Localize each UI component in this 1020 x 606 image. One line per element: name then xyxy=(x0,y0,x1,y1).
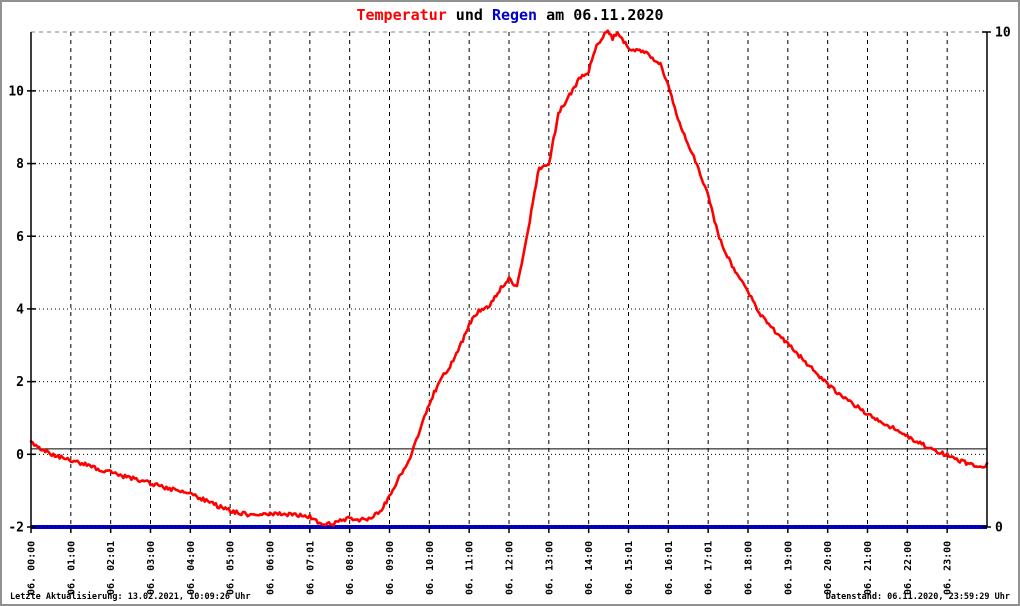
x-axis-label: 06. 03:00 xyxy=(146,541,157,595)
x-axis-label: 06. 16:01 xyxy=(664,541,675,595)
data-state-text: Datenstand: 06.11.2020, 23:59:29 Uhr xyxy=(825,592,1010,602)
x-axis-label: 06. 01:00 xyxy=(66,541,77,595)
y-axis-label: 2 xyxy=(16,375,24,390)
x-axis-label: 06. 14:00 xyxy=(584,541,595,595)
y-axis-label: 6 xyxy=(16,230,24,245)
x-axis-label: 06. 13:00 xyxy=(544,541,555,595)
x-axis-label: 06. 17:01 xyxy=(704,541,715,595)
y-axis-label: 0 xyxy=(16,448,24,463)
x-axis-label: 06. 15:01 xyxy=(624,541,635,595)
x-axis-label: 06. 10:00 xyxy=(425,541,436,595)
y-axis-label: 4 xyxy=(16,302,24,317)
x-axis-label: 06. 23:00 xyxy=(943,541,954,595)
x-axis-label: 06. 18:00 xyxy=(744,541,755,595)
x-axis-label: 06. 07:01 xyxy=(305,541,316,595)
x-axis-label: 06. 04:00 xyxy=(186,541,197,595)
x-axis-label: 06. 05:00 xyxy=(226,541,237,595)
x-axis-label: 06. 06:00 xyxy=(266,541,277,595)
x-axis-label: 06. 11:00 xyxy=(465,541,476,595)
x-axis-label: 06. 20:00 xyxy=(823,541,834,595)
x-axis-label: 06. 22:00 xyxy=(903,541,914,595)
x-axis-label: 06. 21:00 xyxy=(863,541,874,595)
x-axis-label: 06. 12:00 xyxy=(505,541,516,595)
y2-axis-label: 0 xyxy=(995,521,1003,536)
x-axis-label: 06. 09:00 xyxy=(385,541,396,595)
last-update-text: Letzte Aktualisierung: 13.02.2021, 10:09… xyxy=(10,592,251,602)
x-axis-label: 06. 08:00 xyxy=(345,541,356,595)
y-axis-label: 10 xyxy=(8,84,24,99)
y2-axis-label: 10 xyxy=(995,26,1011,41)
y-axis-label: -2 xyxy=(8,521,24,536)
temperature-line xyxy=(29,29,989,527)
x-axis-label: 06. 02:01 xyxy=(106,541,117,595)
x-axis-label: 06. 19:00 xyxy=(783,541,794,595)
y-axis-label: 8 xyxy=(16,157,24,172)
x-axis-label: 06. 00:00 xyxy=(27,541,38,595)
